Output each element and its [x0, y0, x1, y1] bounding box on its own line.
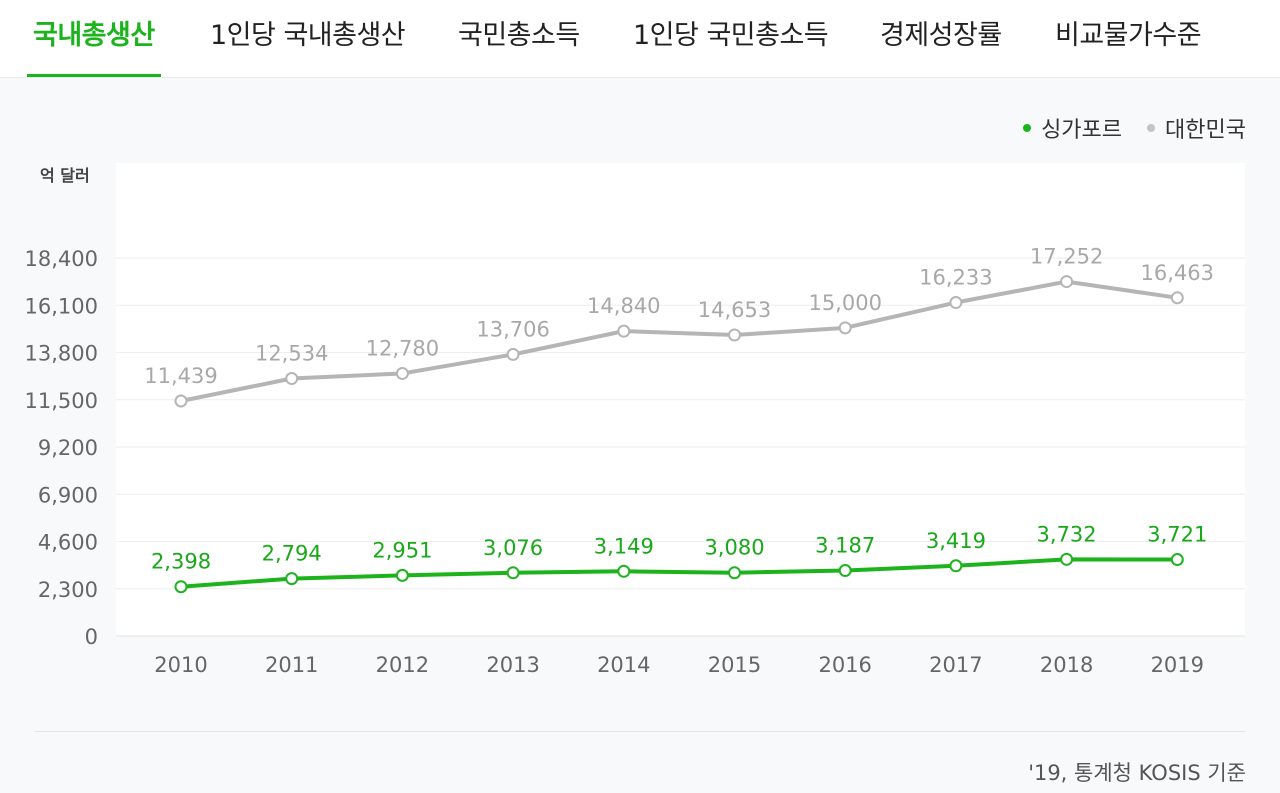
x-tick-label: 2018 [1040, 653, 1093, 677]
data-point-korea [285, 372, 299, 386]
y-axis-unit-label: 억 달러 [40, 166, 90, 185]
source-note: '19, 통계청 KOSIS 기준 [1028, 761, 1246, 785]
legend-item-korea[interactable]: 대한민국 [1147, 112, 1246, 144]
data-point-singapore [1170, 553, 1184, 567]
data-label-korea: 14,653 [698, 298, 771, 322]
data-point-singapore [174, 580, 188, 594]
data-point-korea [1060, 275, 1074, 289]
series-line-korea [179, 279, 1180, 404]
legend-item-singapore[interactable]: 싱가포르 [1023, 112, 1122, 144]
legend-dot-singapore [1023, 124, 1032, 132]
y-tick-label: 2,300 [38, 578, 98, 602]
tab-price-level[interactable]: 비교물가수준 [1055, 20, 1202, 51]
data-point-singapore [838, 564, 852, 578]
x-tick-label: 2012 [376, 653, 429, 677]
data-point-korea [838, 321, 852, 335]
y-tick-label: 9,200 [38, 436, 98, 460]
data-point-singapore [395, 568, 409, 582]
tab-scroll-fade [1210, 0, 1280, 77]
data-label-singapore: 2,398 [151, 550, 211, 574]
data-label-korea: 16,233 [919, 266, 992, 290]
tab-growth-rate[interactable]: 경제성장률 [880, 20, 1002, 51]
tab-gdp-per-capita[interactable]: 1인당 국내총생산 [210, 20, 406, 51]
data-point-korea [506, 347, 520, 361]
y-tick-label: 6,900 [38, 483, 98, 507]
legend-dot-korea [1147, 124, 1156, 132]
tab-gni[interactable]: 국민총소득 [458, 20, 580, 51]
gdp-line-chart: 0 2,300 4,600 6,900 9,200 11,500 13,800 16,100 1… [24, 244, 1245, 677]
data-label-singapore: 2,794 [262, 542, 322, 566]
data-point-singapore [1060, 552, 1074, 566]
data-point-korea [1170, 291, 1184, 305]
data-point-singapore [949, 559, 963, 573]
data-label-korea: 16,463 [1141, 261, 1214, 285]
data-label-singapore: 3,187 [815, 534, 875, 558]
x-tick-label: 2017 [929, 653, 982, 677]
footer-divider [34, 731, 1246, 732]
data-point-korea [395, 366, 409, 380]
data-point-korea [728, 328, 741, 342]
data-label-singapore: 2,951 [372, 538, 432, 562]
data-label-korea: 17,252 [1030, 245, 1103, 269]
data-label-singapore: 3,419 [926, 529, 986, 553]
data-label-singapore: 3,732 [1037, 522, 1097, 546]
x-tick-label: 2019 [1151, 653, 1204, 677]
series-line-singapore [179, 557, 1180, 589]
data-point-singapore [285, 572, 299, 586]
category-tab-bar: 국내총생산 1인당 국내총생산 국민총소득 1인당 국민총소득 경제성장률 비교… [0, 0, 1280, 78]
data-label-singapore: 3,149 [594, 534, 654, 558]
x-tick-label: 2011 [265, 653, 318, 677]
x-tick-label: 2016 [818, 653, 871, 677]
data-point-singapore [617, 564, 631, 578]
data-label-korea: 12,780 [366, 336, 439, 360]
data-label-korea: 14,840 [587, 294, 660, 318]
y-tick-label: 16,100 [25, 294, 98, 318]
data-label-singapore: 3,080 [704, 536, 764, 560]
data-point-korea [949, 296, 963, 310]
x-tick-label: 2014 [597, 653, 650, 677]
chart-legend: 싱가포르 대한민국 [1005, 112, 1246, 144]
x-tick-label: 2015 [708, 653, 761, 677]
data-point-korea [174, 394, 188, 408]
data-point-korea [617, 324, 631, 338]
data-label-korea: 15,000 [808, 291, 881, 315]
y-tick-label: 4,600 [38, 531, 98, 555]
legend-label-korea: 대한민국 [1165, 118, 1246, 143]
data-label-korea: 12,534 [255, 342, 328, 366]
data-label-singapore: 3,721 [1147, 523, 1207, 547]
tab-gdp[interactable]: 국내총생산 [27, 0, 161, 77]
y-tick-label: 0 [85, 625, 98, 649]
data-label-korea: 13,706 [476, 317, 549, 341]
data-label-korea: 11,439 [144, 364, 217, 388]
y-tick-label: 18,400 [25, 247, 98, 271]
data-label-singapore: 3,076 [483, 536, 543, 560]
legend-label-singapore: 싱가포르 [1041, 118, 1123, 143]
y-tick-label: 11,500 [25, 389, 98, 413]
x-tick-label: 2010 [154, 653, 207, 677]
data-point-singapore [506, 566, 520, 580]
y-tick-label: 13,800 [25, 342, 98, 366]
data-point-singapore [728, 566, 741, 580]
x-tick-label: 2013 [486, 653, 539, 677]
tab-gni-per-capita[interactable]: 1인당 국민총소득 [633, 20, 829, 51]
